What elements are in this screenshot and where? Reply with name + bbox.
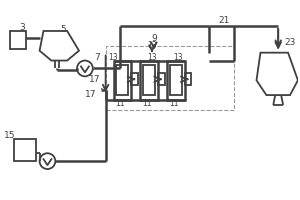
Text: 3: 3 xyxy=(19,23,25,32)
Bar xyxy=(140,61,158,100)
Text: 13: 13 xyxy=(147,41,157,50)
Bar xyxy=(116,65,128,95)
Bar xyxy=(106,46,234,110)
Bar xyxy=(167,61,184,100)
Text: 11: 11 xyxy=(116,99,125,108)
Text: 23: 23 xyxy=(284,38,296,47)
Text: 13: 13 xyxy=(173,53,182,62)
Polygon shape xyxy=(40,31,79,61)
Polygon shape xyxy=(256,53,298,95)
Text: 7: 7 xyxy=(94,53,100,62)
Text: 17: 17 xyxy=(85,90,97,99)
Bar xyxy=(113,61,131,100)
Text: 5: 5 xyxy=(60,24,66,33)
Bar xyxy=(14,139,36,161)
Text: 13: 13 xyxy=(147,53,157,62)
Circle shape xyxy=(77,61,93,76)
Text: 11: 11 xyxy=(169,99,178,108)
Bar xyxy=(170,65,182,95)
Bar xyxy=(143,65,155,95)
Text: 13: 13 xyxy=(109,53,118,62)
Bar xyxy=(10,31,26,49)
Bar xyxy=(184,73,191,85)
Text: 17: 17 xyxy=(89,75,103,89)
Text: 11: 11 xyxy=(142,99,152,108)
Bar xyxy=(131,73,138,85)
Text: 15: 15 xyxy=(4,131,16,140)
Text: 21: 21 xyxy=(218,16,230,25)
Circle shape xyxy=(40,153,55,169)
Text: 9: 9 xyxy=(151,34,157,43)
Bar xyxy=(158,73,165,85)
